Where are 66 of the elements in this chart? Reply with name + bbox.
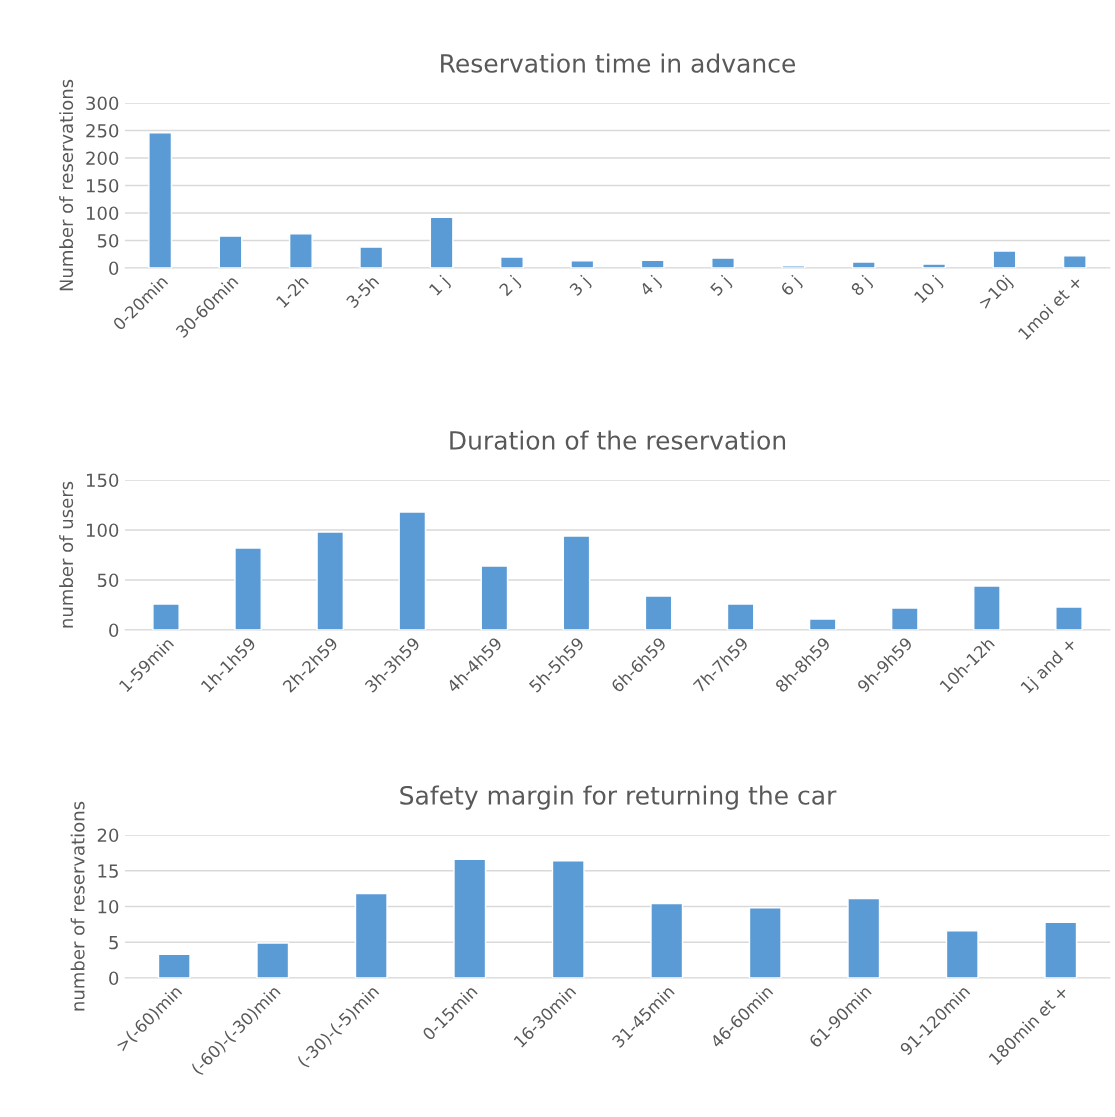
bar [726, 603, 755, 630]
y-tick-label: 15 [98, 864, 118, 878]
y-tick-label: 150 [86, 178, 119, 193]
bar [453, 858, 487, 978]
bar [148, 132, 173, 268]
bar [316, 531, 345, 630]
y-tick-label: 5 [109, 935, 118, 950]
bar [562, 535, 591, 630]
x-tick-label: 1 j [428, 274, 452, 299]
x-tick-label: 4 j [638, 274, 663, 299]
chart-title: Reservation time in advance [441, 53, 796, 73]
chart-title: Safety margin for returning the car [400, 785, 837, 810]
bar [640, 259, 665, 268]
bar [551, 860, 585, 978]
y-tick-label: 50 [97, 233, 119, 248]
bar [851, 261, 876, 268]
x-tick-label: 5 j [709, 274, 734, 299]
bar [650, 902, 684, 978]
bar [847, 897, 881, 978]
bar [945, 930, 979, 978]
chart-title: Duration of the reservation [450, 430, 786, 450]
x-tick-label: 6 j [779, 274, 804, 299]
y-tick-label: 100 [86, 206, 119, 221]
bar [354, 892, 388, 978]
bar [1044, 921, 1078, 978]
bar [288, 233, 313, 268]
bar [890, 607, 919, 630]
x-tick-label: 10 j [913, 274, 945, 306]
y-axis-title: number of reservations [70, 801, 85, 1011]
x-tick-label: 8 j [850, 274, 875, 299]
bar [157, 953, 191, 978]
y-tick-label: 0 [109, 261, 119, 276]
bar [922, 263, 947, 268]
y-tick-label: 150 [86, 473, 119, 488]
bar [359, 246, 384, 268]
y-tick-label: 10 [98, 899, 119, 914]
bar [992, 250, 1017, 268]
bar [398, 511, 427, 630]
y-tick-label: 250 [86, 123, 119, 138]
x-tick-label: 3 j [568, 274, 593, 299]
bar [234, 547, 262, 630]
bar [429, 216, 454, 268]
y-tick-label: 0 [109, 971, 119, 986]
y-axis-title: Number of reservations [59, 79, 74, 291]
bar [152, 603, 180, 630]
y-axis-title: number of users [59, 481, 74, 628]
bar [973, 585, 1001, 630]
y-tick-label: 300 [86, 96, 119, 111]
bar [480, 565, 509, 630]
bar [500, 256, 524, 268]
bar [748, 907, 782, 978]
bar [711, 257, 735, 268]
bar [218, 235, 243, 268]
x-tick-label: 2 j [498, 274, 523, 299]
y-tick-label: 100 [86, 523, 119, 538]
bar [808, 618, 837, 630]
y-tick-label: 0 [109, 623, 119, 638]
y-tick-label: 50 [97, 573, 119, 588]
y-tick-label: 200 [86, 151, 119, 166]
bar [644, 595, 673, 630]
bar [570, 260, 595, 268]
bar [1055, 606, 1083, 630]
bar [1062, 255, 1087, 268]
y-tick-label: 20 [97, 828, 119, 843]
bar [781, 265, 806, 268]
bar [256, 942, 290, 978]
